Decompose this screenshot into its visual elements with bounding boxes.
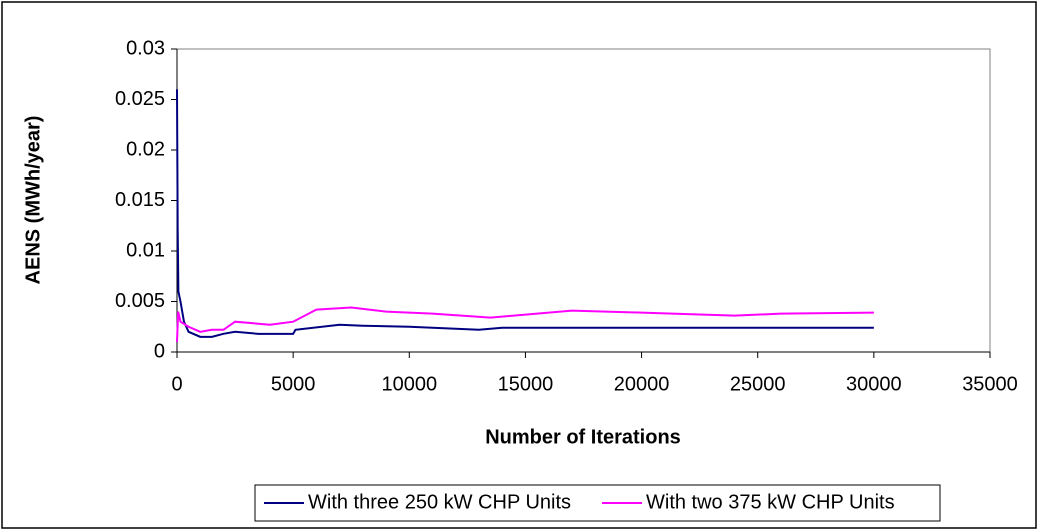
x-axis-title: Number of Iterations (485, 426, 681, 448)
y-tick-label: 0.03 (126, 37, 165, 59)
y-tick-label: 0.025 (115, 88, 165, 110)
legend-label: With three 250 kW CHP Units (308, 491, 571, 513)
x-tick-label: 35000 (962, 373, 1018, 395)
data-line (176, 306, 874, 342)
y-axis-title: AENS (MWh/year) (22, 116, 44, 285)
x-tick-label: 25000 (730, 373, 786, 395)
x-tick-label: 5000 (271, 373, 316, 395)
y-tick-label: 0.01 (126, 239, 165, 261)
y-tick-label: 0.02 (126, 138, 165, 160)
x-tick-label: 0 (171, 373, 182, 395)
x-tick-label: 30000 (846, 373, 902, 395)
data-line (176, 89, 874, 338)
y-tick-label: 0.015 (115, 189, 165, 211)
legend-box (254, 484, 941, 522)
y-tick-label: 0.005 (115, 290, 165, 312)
x-tick-label: 20000 (614, 373, 670, 395)
x-tick-label: 10000 (381, 373, 437, 395)
x-tick-label: 15000 (498, 373, 554, 395)
legend-label: With two 375 kW CHP Units (646, 491, 895, 513)
y-tick-label: 0 (154, 340, 165, 362)
plot-area (176, 48, 991, 353)
